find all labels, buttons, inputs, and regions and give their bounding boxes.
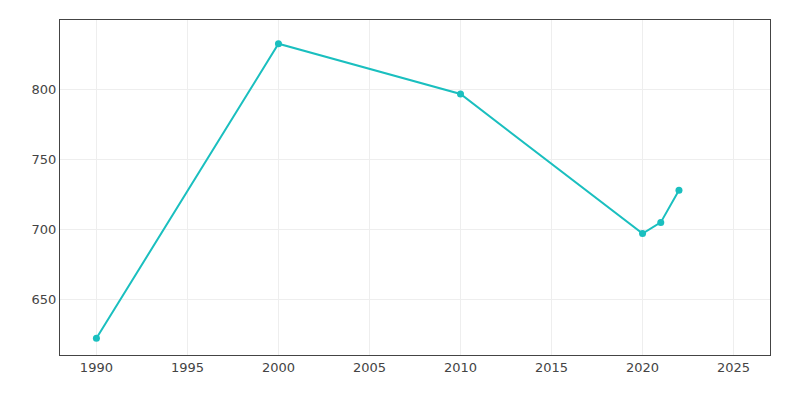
svg-text:650: 650 [32, 292, 57, 307]
svg-text:2020: 2020 [626, 360, 659, 375]
svg-text:2005: 2005 [353, 360, 386, 375]
svg-text:750: 750 [32, 152, 57, 167]
svg-text:2010: 2010 [444, 360, 477, 375]
svg-text:1995: 1995 [171, 360, 204, 375]
svg-text:2025: 2025 [717, 360, 750, 375]
svg-text:1990: 1990 [80, 360, 113, 375]
svg-text:2000: 2000 [262, 360, 295, 375]
svg-text:700: 700 [32, 222, 57, 237]
svg-text:800: 800 [32, 82, 57, 97]
svg-text:2015: 2015 [535, 360, 568, 375]
